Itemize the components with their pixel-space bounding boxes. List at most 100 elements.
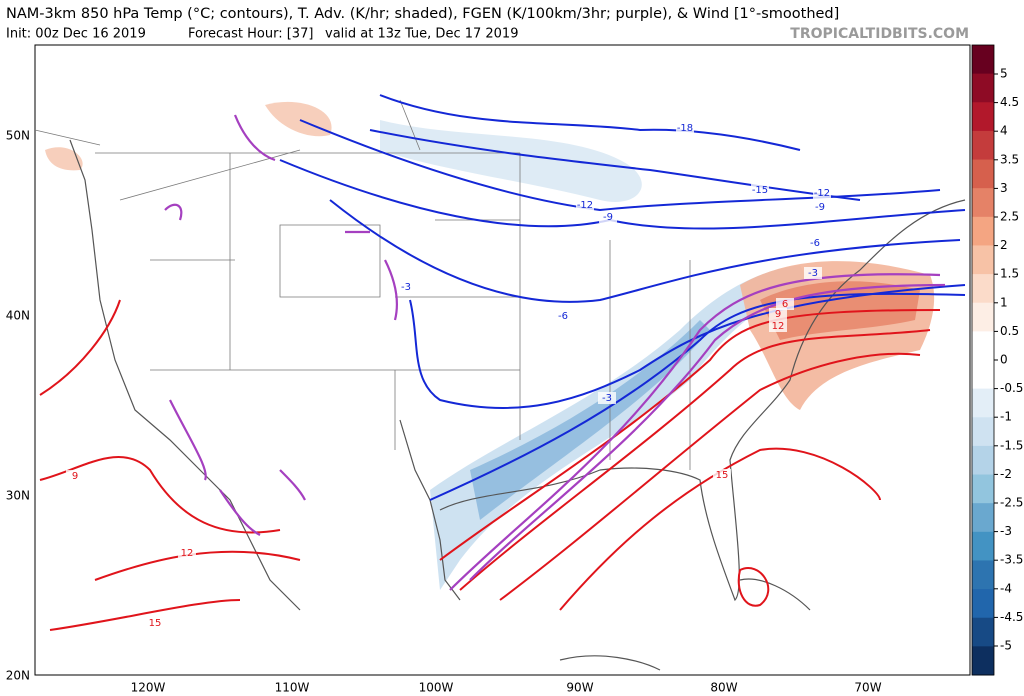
colorbar-label: 0 (1000, 353, 1008, 367)
colorbar-segment (972, 360, 994, 390)
forecast-hour: Forecast Hour: [37] (188, 27, 313, 42)
contour-line (499, 352, 921, 601)
colorbar-segment (972, 331, 994, 361)
contour-label: -18 (677, 123, 693, 134)
colorbar-label: 1.5 (1000, 267, 1019, 281)
contour-label-bg (146, 617, 164, 629)
colorbar-segment (972, 474, 994, 504)
colorbar-segment (972, 130, 994, 161)
colorbar-segment (972, 45, 994, 75)
contour-line (369, 129, 861, 201)
warm-advection-shading (45, 147, 83, 171)
warm-advection-core (760, 281, 920, 340)
contour-label-bg (554, 310, 572, 322)
colorbar-label: -2.5 (1000, 496, 1023, 510)
contour-label-bg (713, 469, 731, 481)
map (34, 44, 971, 676)
colorbar-label: 2 (1000, 238, 1008, 252)
colorbar-label: 4 (1000, 124, 1008, 138)
lat-label: 30N (6, 489, 30, 503)
colorbar-segment (972, 560, 994, 590)
colorbar-label: -4 (1000, 581, 1012, 595)
colorbar-label: 3 (1000, 181, 1008, 195)
coastlines (69, 139, 966, 671)
contour-label-bg (776, 298, 794, 310)
lon-label: 90W (566, 681, 593, 695)
contour-line (737, 567, 770, 607)
colorbar-segment (972, 188, 994, 218)
texas-coast (399, 419, 461, 601)
valid-time: valid at 13z Tue, Dec 17 2019 (325, 27, 518, 42)
colorbar-label: -4.5 (1000, 610, 1023, 624)
contour-label: -12 (814, 188, 830, 199)
colorbar-segment (972, 617, 994, 647)
contour-line (39, 456, 281, 534)
colorbar-label: 4.5 (1000, 95, 1019, 109)
colorbar-segment (972, 73, 994, 103)
colorbar-label: -0.5 (1000, 381, 1023, 395)
colorbar-label: -3.5 (1000, 553, 1023, 567)
colorbar-segment (972, 274, 994, 304)
contour-line (329, 199, 961, 303)
colorbar-segment (972, 646, 994, 676)
colorbar-segment (972, 216, 994, 246)
contour-label-bg (576, 199, 594, 211)
contour-label: 15 (149, 618, 162, 629)
lon-label: 80W (710, 681, 737, 695)
contour-label-bg (178, 547, 196, 559)
colorbar-segment (972, 445, 994, 476)
contour-label-bg (769, 308, 787, 320)
lat-label: 40N (6, 309, 30, 323)
contour-label-bg (66, 470, 84, 482)
watermark: TROPICALTIDBITS.COM (790, 26, 969, 42)
contour-label-bg (769, 320, 787, 332)
contour-label: -3 (808, 268, 818, 279)
contour-label: -3 (401, 282, 411, 293)
colorbar-label: -3 (1000, 524, 1012, 538)
contour-label-bg (599, 211, 617, 223)
contour-label: 12 (772, 321, 785, 332)
lat-label: 50N (6, 129, 30, 143)
colorbar-segment (972, 388, 994, 418)
colorbar-segment (972, 531, 994, 561)
contour-line (559, 447, 881, 611)
contour-label: -6 (810, 238, 820, 249)
fgen-line (164, 114, 399, 536)
contour-label: -6 (558, 311, 568, 322)
colorbar-label: 5 (1000, 67, 1008, 81)
map-labels: 50N 40N 30N 20N 120W 110W 100W 90W 80W 70W -18 -15 -… (6, 122, 882, 695)
colorbar-segment (972, 302, 994, 332)
colorbar-segment (972, 159, 994, 189)
lon-label: 120W (131, 681, 166, 695)
contour-label: 9 (72, 471, 78, 482)
contour-label-bg (751, 184, 769, 196)
contour-label-bg (397, 281, 415, 293)
colorbar-segment (972, 503, 994, 533)
warm-advection-shading (265, 101, 332, 137)
contour-line (459, 329, 931, 591)
contour-label: 15 (716, 470, 729, 481)
colorbar-label: 3.5 (1000, 152, 1019, 166)
colorbar-label: -1 (1000, 410, 1012, 424)
title: NAM-3km 850 hPa Temp (°C; contours), T. … (6, 6, 839, 22)
contour-label: -3 (602, 393, 612, 404)
contour-label-bg (598, 392, 616, 404)
contour-line (49, 599, 241, 631)
contour-label-bg (811, 201, 829, 213)
west-coast (69, 139, 301, 611)
colorbar-segment (972, 102, 994, 132)
cold-advection-shading (430, 265, 810, 590)
colorbar-segment (972, 417, 994, 447)
contour-label: -9 (603, 212, 613, 223)
contour-line (379, 94, 801, 151)
contour-line (39, 299, 121, 396)
contour-label-bg (813, 187, 831, 199)
cold-advection-shading (380, 120, 642, 202)
contour-label: -9 (815, 202, 825, 213)
contour-label-bg (676, 122, 694, 134)
contour-label-bg (804, 267, 822, 279)
contour-line (439, 309, 941, 561)
contour-label: 9 (775, 309, 781, 320)
contour-label-bg (806, 237, 824, 249)
contour-label: -15 (752, 185, 768, 196)
